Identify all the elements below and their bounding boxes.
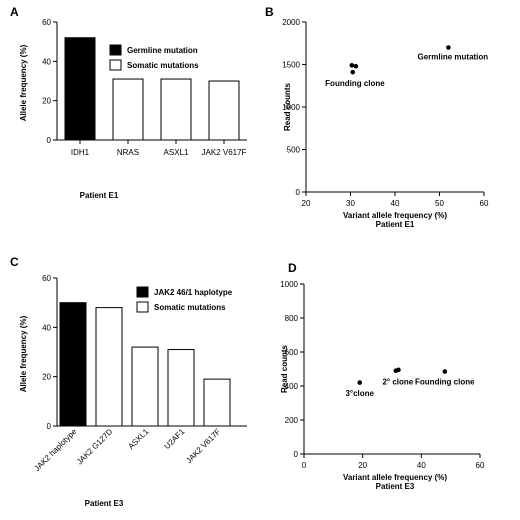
bar-a (112, 78, 144, 141)
data-point-d (357, 380, 363, 385)
bar-a (208, 80, 240, 141)
x-tick-label-b: 60 (480, 199, 489, 208)
x-tick-label-c: JAK2 V617F (184, 427, 222, 465)
legend-swatch-a (109, 59, 122, 71)
y-tick-label-c: 0 (47, 422, 52, 431)
x-axis-label-b: Variant allele frequency (%) (343, 211, 447, 220)
legend-label-a: Germline mutation (127, 46, 198, 55)
y-tick-label-b: 2000 (282, 18, 300, 27)
y-tick-label-a: 20 (42, 97, 51, 106)
x-tick-label-a: IDH1 (71, 148, 90, 157)
x-tick-label-c: JAK2 G127D (75, 427, 115, 467)
subtitle-d: Patient E3 (376, 482, 415, 491)
x-tick-label-c: ASXL1 (126, 427, 150, 451)
x-tick-label-b: 50 (435, 199, 444, 208)
panel-label-b: B (265, 5, 274, 19)
x-axis-label-c: Patient E3 (85, 499, 124, 508)
x-tick-label-a: NRAS (117, 148, 139, 157)
bar-c (59, 302, 87, 427)
x-tick-label-b: 40 (391, 199, 400, 208)
x-tick-label-d: 20 (358, 461, 367, 470)
x-tick-label-a: ASXL1 (164, 148, 189, 157)
y-axis-label-d: Read counts (280, 344, 289, 393)
bar-a (160, 78, 192, 141)
bar-c (95, 307, 123, 427)
y-tick-label-d: 400 (285, 382, 299, 391)
y-tick-label-a: 60 (42, 18, 51, 27)
x-tick-label-c: U2AF1 (162, 427, 186, 451)
y-tick-label-a: 0 (47, 136, 52, 145)
panel-label-d: D (288, 261, 297, 275)
y-tick-label-b: 500 (287, 146, 301, 155)
x-tick-label-a: JAK2 V617F (202, 148, 247, 157)
y-axis-label-b: Read counts (283, 82, 292, 131)
legend-label-c: Somatic mutations (154, 303, 226, 312)
annotation-b: Founding clone (325, 79, 385, 88)
y-tick-label-d: 200 (285, 416, 299, 425)
y-tick-label-d: 1000 (280, 280, 298, 289)
y-tick-label-d: 600 (285, 348, 299, 357)
data-point-d (442, 369, 448, 374)
y-axis-label-c: Allele frequency (%) (19, 315, 28, 392)
annotation-d: 3°clone (345, 389, 374, 398)
data-point-b (350, 69, 356, 75)
bar-c (203, 378, 231, 427)
x-axis-label-a: Patient E1 (80, 191, 119, 200)
x-tick-label-c: JAK2 haplotype (32, 427, 78, 473)
data-point-d (396, 367, 401, 373)
legend-label-c: JAK2 46/1 haplotype (154, 288, 233, 297)
annotation-d: Founding clone (415, 377, 475, 386)
annotation-d: 2° clone (382, 377, 413, 386)
bar-c (131, 346, 159, 427)
legend-swatch-c (136, 286, 149, 298)
legend-swatch-c (136, 301, 149, 313)
bar-a (64, 37, 96, 141)
y-tick-label-c: 20 (42, 373, 51, 382)
x-tick-label-b: 30 (346, 199, 355, 208)
panel-label-a: A (10, 5, 19, 19)
y-tick-label-b: 0 (296, 188, 301, 197)
y-tick-label-c: 60 (42, 274, 51, 283)
bar-c (167, 349, 195, 427)
y-tick-label-c: 40 (42, 323, 51, 332)
x-tick-label-b: 20 (302, 199, 311, 208)
subtitle-b: Patient E1 (376, 220, 415, 229)
y-tick-label-a: 40 (42, 57, 51, 66)
panel-label-c: C (10, 255, 19, 269)
data-point-b (353, 63, 359, 69)
x-tick-label-d: 60 (476, 461, 485, 470)
y-axis-label-a: Allele frequency (%) (19, 44, 28, 121)
annotation-b: Germline mutation (418, 52, 489, 61)
y-tick-label-d: 0 (294, 450, 299, 459)
data-point-b (446, 45, 451, 50)
data-point-b (349, 63, 355, 68)
x-tick-label-d: 0 (302, 461, 307, 470)
x-tick-label-d: 40 (417, 461, 426, 470)
legend-label-a: Somatic mutations (127, 61, 199, 70)
y-tick-label-b: 1000 (282, 103, 300, 112)
x-axis-label-d: Variant allele frequency (%) (343, 473, 447, 482)
legend-swatch-a (109, 44, 122, 56)
y-tick-label-d: 800 (285, 314, 299, 323)
y-tick-label-b: 1500 (282, 61, 300, 70)
